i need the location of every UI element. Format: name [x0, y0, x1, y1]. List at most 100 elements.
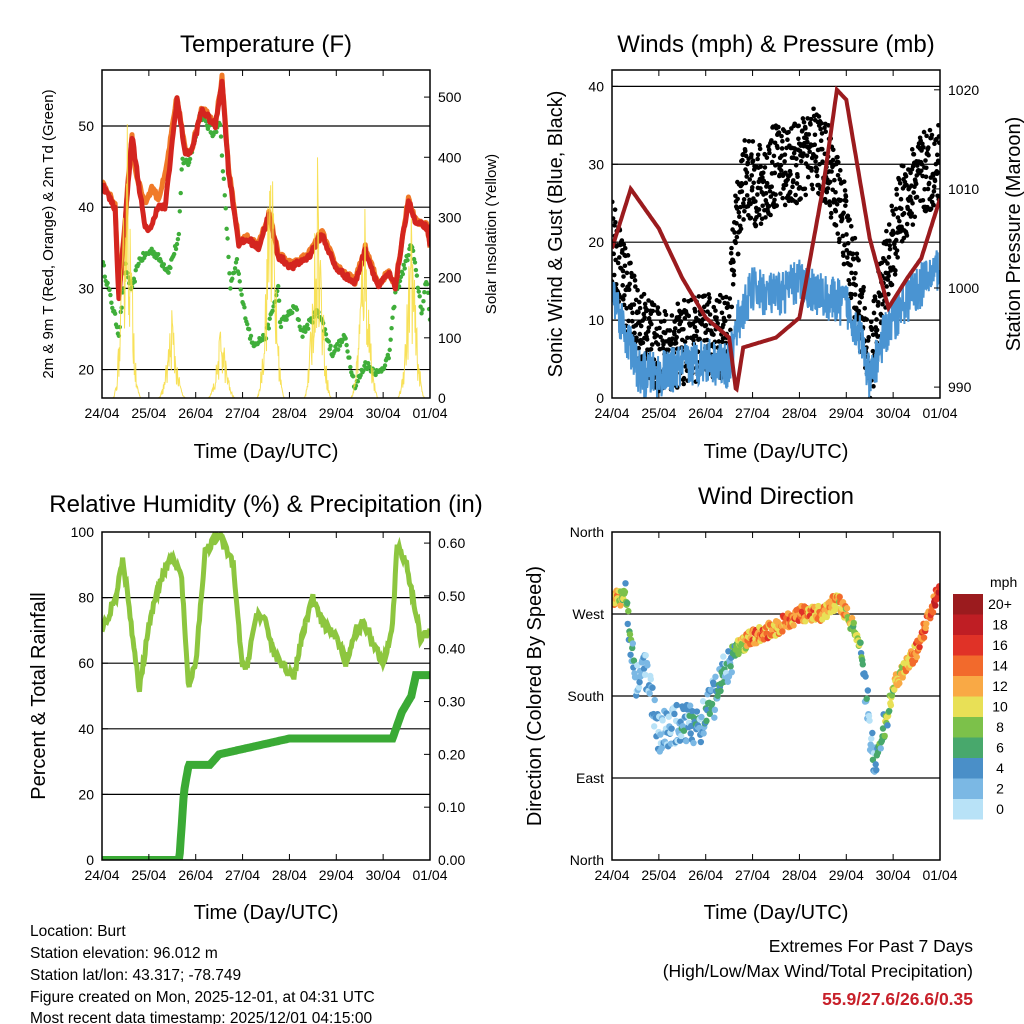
gust-point — [714, 315, 719, 320]
gust-point — [794, 156, 799, 161]
gust-point — [885, 277, 891, 282]
direction-point — [622, 580, 629, 587]
gust-point — [836, 159, 841, 165]
gust-point — [704, 337, 710, 343]
direction-point — [872, 761, 879, 768]
gust-point — [814, 173, 820, 179]
gust-point — [927, 127, 933, 133]
extremes-title: Extremes For Past 7 Days — [769, 936, 973, 956]
gust-point — [620, 297, 626, 302]
gust-point — [809, 168, 814, 173]
direction-point — [621, 588, 629, 596]
direction-point — [857, 639, 864, 646]
gust-point — [750, 139, 756, 144]
gust-point — [631, 302, 637, 307]
gust-point — [811, 106, 816, 112]
gust-point — [808, 122, 813, 127]
gust-point — [814, 166, 820, 172]
solar-line — [397, 218, 426, 398]
gust-point — [801, 119, 807, 125]
gust-point — [615, 260, 621, 266]
dewpoint-point — [335, 347, 341, 352]
dewpoint-point — [326, 339, 331, 344]
gust-point — [872, 296, 878, 302]
gust-point — [672, 326, 678, 331]
gust-point — [723, 318, 728, 324]
y-tick-label: North — [570, 524, 604, 540]
gust-point — [768, 212, 773, 218]
gust-point — [686, 313, 692, 319]
direction-point — [936, 584, 940, 591]
gust-point — [736, 210, 742, 215]
direction-point — [869, 729, 876, 737]
gust-point — [645, 329, 651, 334]
dewpoint-point — [275, 288, 280, 294]
dewpoint-point — [186, 160, 192, 165]
dewpoint-point — [109, 300, 114, 305]
temperature-xlabel: Time (Day/UTC) — [194, 441, 339, 463]
gust-point — [820, 159, 825, 165]
gust-point — [813, 154, 819, 160]
direction-point — [869, 756, 877, 763]
direction-point — [727, 663, 734, 670]
gust-point — [816, 114, 822, 119]
gust-point — [731, 268, 737, 274]
gust-point — [861, 288, 866, 294]
direction-point — [859, 661, 866, 668]
dewpoint-point — [348, 364, 353, 370]
y-tick-label: 60 — [78, 655, 94, 671]
gust-point — [790, 184, 795, 190]
gust-point — [843, 194, 849, 199]
gust-point — [871, 384, 876, 389]
x-tick-label: 27/04 — [225, 405, 260, 421]
direction-point — [717, 687, 724, 695]
gust-point — [914, 194, 920, 200]
gust-point — [925, 145, 931, 150]
x-tick-label: 01/04 — [922, 405, 957, 421]
gust-point — [785, 177, 791, 182]
y-tick-label: 50 — [78, 118, 94, 134]
direction-point — [802, 618, 809, 625]
direction-point — [668, 725, 675, 732]
gust-point — [822, 196, 828, 202]
gust-point — [624, 270, 630, 276]
dewpoint-point — [228, 286, 233, 291]
gust-point — [837, 168, 843, 173]
direction-point — [720, 653, 727, 660]
gust-point — [816, 182, 821, 188]
gust-point — [931, 202, 936, 208]
gust-point — [920, 197, 926, 203]
gust-point — [930, 193, 935, 198]
plot-frame — [611, 69, 941, 399]
dewpoint-point — [173, 246, 179, 252]
gust-point — [737, 214, 742, 220]
station-location: Location: Burt — [30, 923, 126, 940]
gust-point — [936, 134, 940, 139]
plot-data — [612, 85, 940, 398]
gust-point — [803, 126, 808, 131]
gust-point — [642, 301, 648, 307]
y-right-tick-label: 0.10 — [438, 799, 465, 815]
gust-point — [692, 309, 698, 314]
gust-point — [848, 223, 854, 229]
direction-point — [626, 631, 634, 638]
panel-3: 24/04 25/04 26/04 27/04 28/04 29/04 30/04 01/04… — [567, 524, 957, 883]
dewpoint-point — [276, 298, 282, 303]
dewpoint-point — [108, 292, 113, 298]
gust-point — [782, 202, 788, 208]
gust-point — [887, 243, 893, 248]
gust-point — [848, 262, 853, 268]
gust-point — [827, 199, 832, 204]
gust-point — [935, 170, 940, 175]
gust-point — [931, 184, 937, 189]
gust-point — [839, 216, 845, 222]
dewpoint-point — [117, 324, 123, 330]
gust-point — [805, 174, 811, 180]
gust-point — [729, 245, 734, 251]
gust-point — [818, 138, 824, 143]
gust-point — [755, 192, 760, 197]
gust-point — [889, 203, 895, 209]
gust-point — [793, 192, 798, 198]
direction-point — [617, 602, 624, 609]
